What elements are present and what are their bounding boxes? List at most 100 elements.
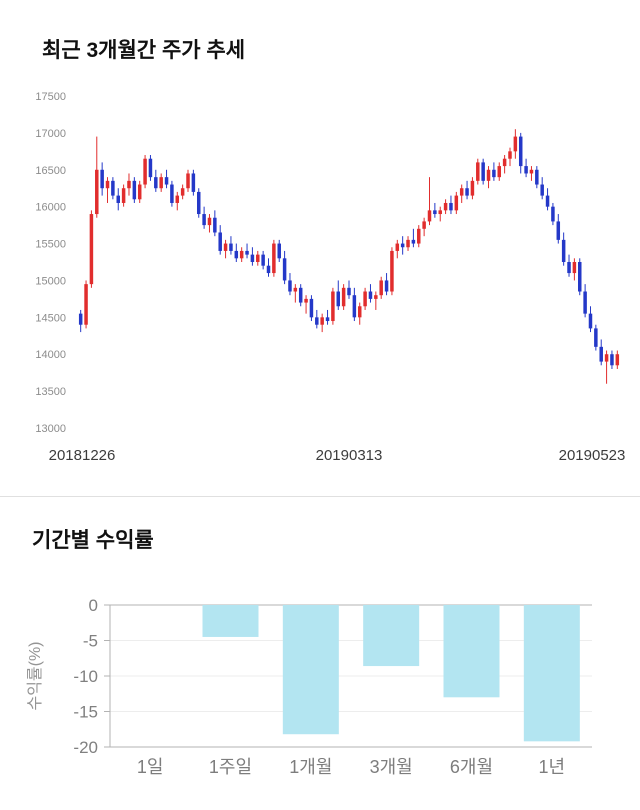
candle-body	[191, 173, 196, 192]
candle-body	[202, 214, 206, 226]
candle-body	[470, 180, 475, 196]
candle-body	[513, 136, 518, 152]
candle-body	[186, 173, 190, 189]
bar-x-tick: 1년	[539, 757, 566, 777]
candle-body	[459, 188, 464, 196]
candle-body	[561, 239, 566, 262]
price-y-tick: 17500	[35, 91, 66, 103]
candle-body	[121, 188, 126, 203]
candle-body	[105, 180, 110, 189]
price-chart-title: 최근 3개월간 주가 추세	[42, 39, 246, 62]
candle-body	[148, 158, 153, 178]
candle-body	[417, 228, 421, 244]
candle-body	[282, 258, 287, 281]
candle-body	[143, 158, 147, 185]
candle-body	[132, 180, 137, 200]
bar-x-tick: 1일	[137, 757, 164, 777]
candle-body	[357, 306, 362, 318]
candle-body	[218, 232, 222, 251]
returns-chart-title: 기간별 수익률	[32, 529, 154, 552]
price-x-tick: 20190313	[316, 447, 383, 464]
candle-body	[529, 169, 534, 174]
candle-body	[492, 169, 496, 178]
candle-body	[84, 284, 88, 325]
candle-body	[229, 243, 233, 251]
candle-body	[293, 287, 298, 292]
candle-body	[266, 265, 271, 274]
candle-body	[374, 295, 378, 299]
bar-y-tick: -10	[73, 667, 98, 686]
candle-body	[449, 202, 453, 211]
candle-body	[411, 239, 416, 244]
candle-body	[572, 262, 577, 274]
candle-body	[111, 180, 115, 196]
price-x-tick: 20181226	[49, 447, 116, 464]
price-y-tick: 14000	[35, 349, 66, 361]
candle-body	[395, 243, 400, 251]
candle-body	[223, 243, 228, 251]
candle-body	[502, 158, 507, 167]
candle-body	[481, 162, 485, 181]
bar-y-axis-title: 수익률(%)	[26, 641, 44, 710]
candle-body	[180, 188, 185, 196]
price-y-tick: 15500	[35, 239, 66, 251]
candle-body	[277, 243, 281, 259]
candle-body	[336, 291, 341, 307]
candle-body	[438, 210, 442, 215]
candle-body	[599, 346, 603, 362]
candle-body	[454, 195, 459, 211]
candle-body	[594, 328, 598, 347]
candle-body	[261, 254, 265, 266]
bar-x-tick: 3개월	[370, 757, 413, 777]
candle-body	[427, 210, 432, 222]
candle-body	[400, 243, 405, 248]
candle-body	[341, 287, 346, 307]
candle-body	[535, 169, 539, 185]
candle-body	[207, 217, 212, 226]
candle-body	[524, 166, 528, 174]
period-returns-bar-chart: 0 -5 -10 -15 -20 1일 1주일 1개월 3개월 6개월 1년 수익률(%)	[26, 596, 592, 777]
candle-body	[154, 177, 158, 189]
bar-y-tick: 0	[89, 596, 98, 615]
candle-body	[486, 169, 491, 181]
candle-body	[170, 184, 174, 203]
candle-body	[116, 195, 120, 203]
price-y-tick: 13000	[35, 423, 66, 435]
candle-body	[89, 214, 94, 285]
section-divider	[0, 496, 640, 497]
price-y-tick: 16000	[35, 202, 66, 214]
return-bar	[443, 605, 500, 698]
candle-body	[465, 188, 469, 196]
candle-body	[497, 166, 502, 178]
candle-body	[610, 354, 614, 366]
candle-body	[250, 254, 255, 262]
bar-y-tick: -15	[73, 703, 98, 722]
return-bar	[523, 605, 580, 742]
candle-body	[245, 250, 249, 255]
candle-body	[127, 180, 131, 189]
return-bar	[202, 605, 259, 637]
candle-body	[175, 195, 180, 203]
candle-body	[164, 177, 169, 185]
candle-body	[379, 280, 383, 296]
candle-body	[78, 313, 83, 325]
candle-body	[578, 262, 582, 292]
candle-body	[234, 250, 239, 259]
candle-body	[352, 295, 357, 318]
candle-body	[422, 221, 426, 229]
candle-body	[363, 291, 367, 307]
candle-body	[196, 191, 201, 215]
price-candlestick-chart: 17500 17000 16500 16000 15500 15000 14500 14000…	[35, 91, 625, 464]
bar-y-tick: -20	[73, 738, 98, 757]
candle-body	[272, 243, 276, 274]
return-bar	[282, 605, 339, 735]
candle-body	[390, 250, 394, 292]
price-y-tick: 17000	[35, 128, 66, 140]
candle-body	[320, 317, 324, 325]
candle-body	[298, 287, 303, 303]
candle-body	[95, 169, 99, 215]
price-y-tick: 15000	[35, 275, 66, 287]
candle-body	[588, 313, 593, 329]
candle-body	[100, 169, 104, 189]
